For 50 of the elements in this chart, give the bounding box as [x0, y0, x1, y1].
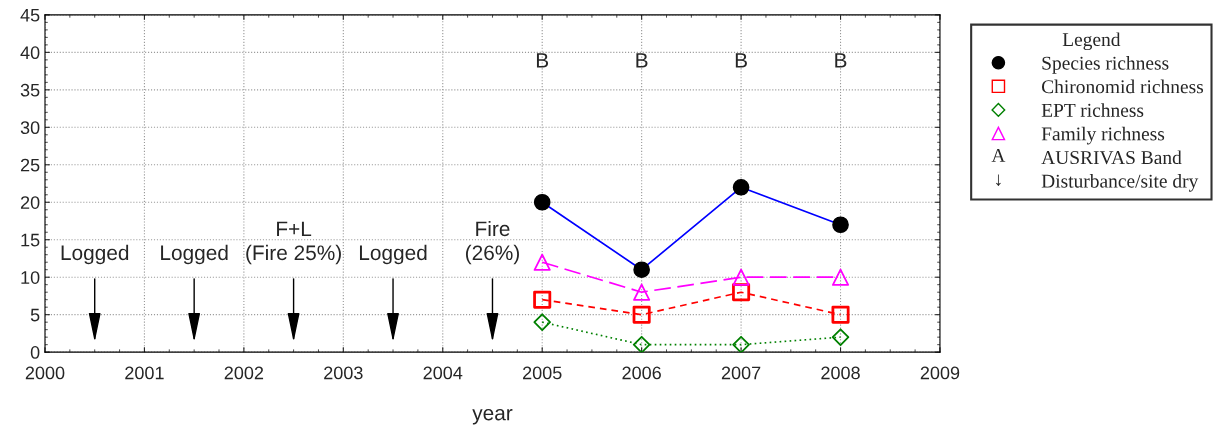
- x-tick-label: 2008: [821, 366, 860, 380]
- point: [831, 305, 850, 324]
- x-tick-label: 2005: [523, 366, 562, 380]
- y-tick-label: 15: [21, 233, 40, 247]
- annotation: B: [835, 53, 847, 68]
- annotation: Fire (26%): [465, 220, 519, 265]
- annotation: Logged: [61, 244, 129, 265]
- point: [633, 283, 651, 301]
- annotation: B: [636, 53, 648, 68]
- point: [632, 335, 651, 353]
- y-tick-label: 40: [20, 46, 40, 60]
- point: [831, 328, 850, 346]
- legend-label: Chironomid richness: [1041, 79, 1204, 94]
- x-tick-label: 2006: [622, 366, 661, 380]
- annotation: B: [735, 53, 747, 68]
- annotation: F+L (Fire 25%): [246, 221, 341, 265]
- x-axis-title: year: [472, 408, 513, 425]
- point: [632, 305, 651, 324]
- y-tick-label: 0: [30, 346, 40, 359]
- x-tick-label: 2007: [721, 366, 761, 380]
- annotation: Logged: [161, 244, 228, 265]
- annotation: Logged: [359, 244, 427, 265]
- text: ↓: [996, 174, 1001, 186]
- point: [533, 253, 551, 271]
- annotation: B: [536, 53, 549, 68]
- y-tick-label: 20: [20, 196, 40, 209]
- y-tick-label: 30: [20, 121, 40, 135]
- x-tick-label: 2000: [25, 366, 65, 380]
- point: [732, 335, 750, 353]
- y-tick-label: 10: [21, 271, 40, 284]
- x-tick-label: 2001: [125, 366, 164, 380]
- point: [533, 313, 551, 331]
- point: [533, 290, 552, 309]
- legend-label: Family richness: [1041, 126, 1165, 145]
- x-tick-label: 2002: [224, 366, 264, 380]
- x-tick-label: 2003: [324, 366, 363, 380]
- text: A: [991, 148, 1006, 162]
- legend-title: Legend: [1062, 32, 1121, 51]
- y-tick-label: 25: [20, 158, 40, 172]
- y-tick-label: 35: [20, 83, 40, 97]
- text: Disturbance/site dry: [1041, 174, 1199, 192]
- point: [831, 268, 850, 286]
- y-tick-label: 5: [30, 308, 40, 322]
- point: [732, 268, 750, 286]
- legend-label: EPT richness: [1041, 103, 1144, 117]
- text: AUSRIVAS Band: [1041, 150, 1182, 165]
- y-tick-label: 45: [20, 9, 40, 22]
- legend-label: Species richness: [1042, 56, 1169, 74]
- x-tick-label: 2004: [423, 366, 463, 380]
- x-tick-label: 2009: [920, 366, 960, 380]
